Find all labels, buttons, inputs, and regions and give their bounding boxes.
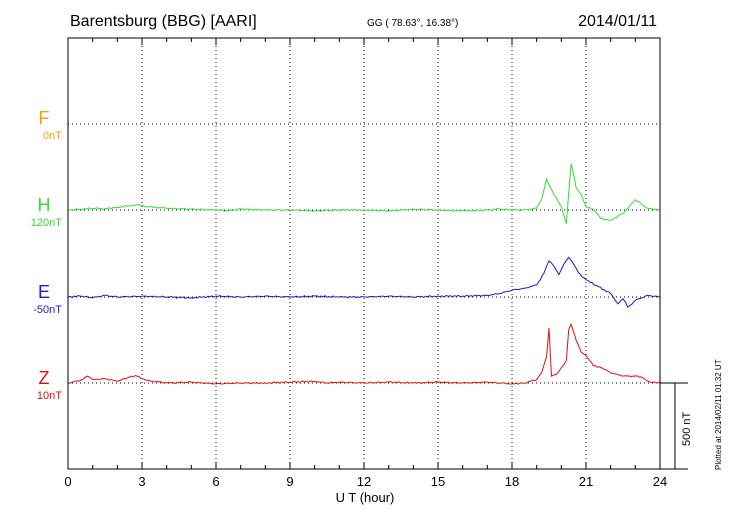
plot-date: 2014/01/11 xyxy=(578,13,657,30)
channel-letter-h: H xyxy=(37,195,51,215)
x-tick-label: 15 xyxy=(431,474,445,489)
x-tick-label: 21 xyxy=(579,474,593,489)
grid-lines xyxy=(68,38,660,469)
plotted-at-note: Plotted at 2014/02/11 01:32 UT xyxy=(714,359,723,470)
x-tick-label: 3 xyxy=(138,474,145,489)
scale-bar xyxy=(660,382,688,470)
x-tick-label: 18 xyxy=(505,474,519,489)
x-tick-label: 24 xyxy=(653,474,667,489)
series-line-e xyxy=(67,256,661,309)
x-tick-label: 0 xyxy=(64,474,71,489)
channel-letter-e: E xyxy=(37,282,50,302)
x-tick-label: 9 xyxy=(286,474,293,489)
x-tick-label: 6 xyxy=(212,474,219,489)
x-tick-label: 12 xyxy=(357,474,371,489)
x-axis-ticks: 0 3 6 9 12 15 18 21 24 xyxy=(64,38,667,489)
x-axis-label: U T (hour) xyxy=(335,490,395,505)
series-line-z xyxy=(67,323,661,385)
station-title: Barentsburg (BBG) [AARI] xyxy=(70,13,257,30)
geographic-coordinates: GG ( 78.63°, 16.38°) xyxy=(367,18,459,29)
series-traces xyxy=(67,163,661,385)
series-line-h xyxy=(68,163,661,224)
channel-baseline-h: 120nT xyxy=(30,217,62,229)
channel-letter-z: Z xyxy=(38,368,50,388)
scale-bar-label: 500 nT xyxy=(681,411,693,446)
channel-baseline-z: 10nT xyxy=(36,390,62,402)
channel-letter-f: F xyxy=(38,108,50,128)
channel-baseline-f: 0nT xyxy=(43,130,62,142)
channel-baseline-e: -50nT xyxy=(33,304,62,316)
